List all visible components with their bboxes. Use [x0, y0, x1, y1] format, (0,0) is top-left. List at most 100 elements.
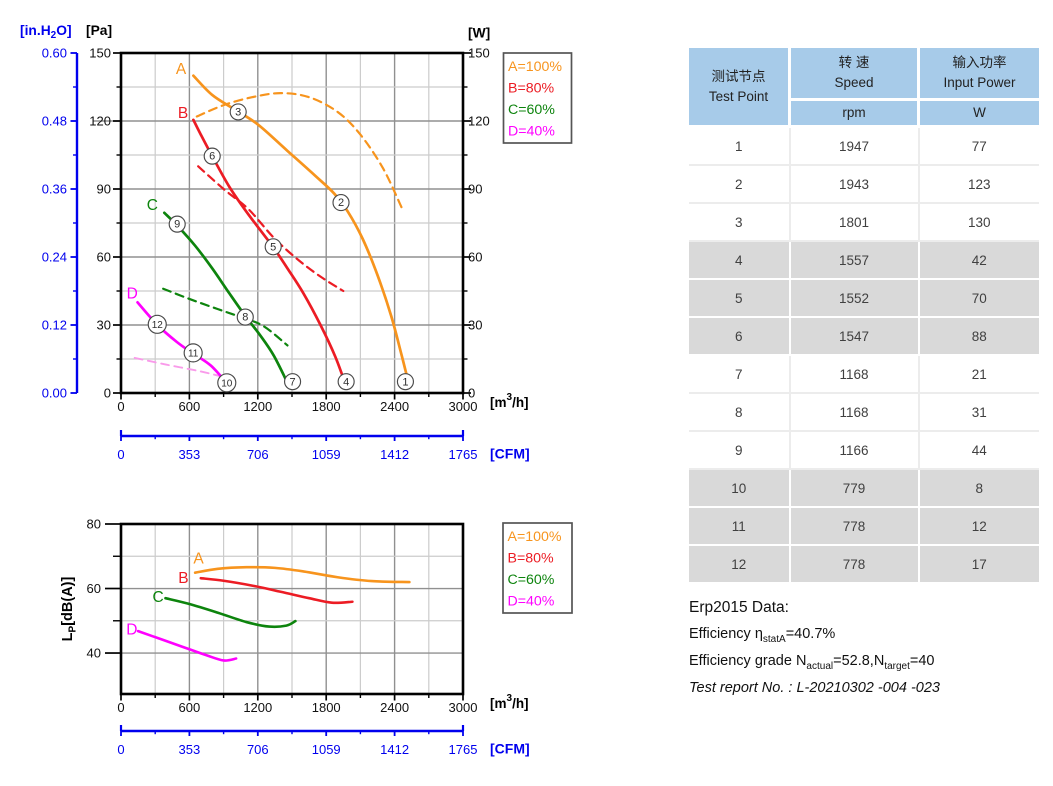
inh2o-axis: 0.60 0.48 0.36 0.24 0.12 0.00 [in.H2O] [20, 23, 79, 401]
header-input-power: 输入功率 Input Power [918, 48, 1039, 101]
x-tick-label: 1800 [312, 399, 341, 414]
curve-label-D: D [126, 621, 137, 638]
x-tick-label: 3000 [449, 399, 478, 414]
x-tick-label: 600 [179, 700, 201, 715]
marker-circle-10 [217, 373, 237, 393]
curve-label-C: C [152, 589, 163, 606]
curve-B-noise [199, 576, 354, 605]
cfm-tick-label: 706 [247, 447, 269, 462]
cell-speed: 1166 [789, 431, 920, 470]
cfm-tick-label: 1412 [380, 447, 409, 462]
curve-label-A: A [193, 551, 204, 568]
cell-point: 4 [689, 241, 791, 280]
inh2o-tick-label: 0.36 [42, 182, 67, 197]
erp-grade-line: Efficiency grade Nactual=52.8,Ntarget=40 [689, 652, 935, 672]
cell-speed: 778 [789, 507, 920, 546]
cell-speed: 1547 [789, 317, 920, 356]
curves [136, 565, 411, 662]
cfm-axis: 0 353 706 1059 1412 1765 [CFM] [117, 725, 530, 757]
test-data-panel: 测试节点 Test Point 转 速 Speed 输入功率 Input Pow… [689, 48, 1039, 696]
cell-point: 1 [689, 126, 791, 166]
table-row: 12 778 17 [689, 545, 1039, 584]
table-row: 3 1801 130 [689, 203, 1039, 242]
x-tick-label: 1800 [312, 700, 341, 715]
x-tick-label: 1200 [243, 700, 272, 715]
db-axis-title: LP[dB(A)] [60, 577, 79, 642]
test-report-number: Test report No. : L-20210302 -004 -023 [689, 679, 940, 696]
curve-D-noise [136, 629, 238, 662]
cell-speed: 1557 [789, 241, 920, 280]
header-test-point-zh: 测试节点 [711, 68, 766, 84]
w-tick-label: 30 [468, 318, 482, 333]
header-speed-zh: 转 速 [838, 55, 870, 71]
inh2o-axis-title: [in.H2O] [20, 23, 72, 41]
x-axis-unit: [m3/h] [490, 693, 529, 711]
performance-charts: 123456789101112ABCD1501209060300[Pa]0.60… [20, 23, 573, 757]
cell-speed: 1552 [789, 279, 920, 318]
table-row: 10 779 8 [689, 469, 1039, 508]
inh2o-tick-label: 0.24 [42, 250, 67, 265]
table-row: 1 1947 77 [689, 126, 1039, 166]
table-row: 2 1943 123 [689, 165, 1039, 204]
cell-power: 130 [918, 203, 1039, 242]
curve-C-pressure [162, 211, 290, 386]
cell-power: 12 [918, 507, 1039, 546]
w-tick-label: 150 [468, 46, 490, 61]
inh2o-tick-label: 0.48 [42, 114, 67, 129]
table-row: 8 1168 31 [689, 393, 1039, 432]
header-power-unit: W [918, 99, 1039, 128]
cell-speed: 1168 [789, 393, 920, 432]
x-tick-label: 3000 [449, 700, 478, 715]
curve-letter-labels: A B C D [127, 61, 189, 302]
marker-circle-2 [332, 194, 350, 212]
marker-number-10: 10 [221, 378, 233, 389]
db-tick-label: 60 [87, 581, 101, 596]
x-tick-label: 2400 [380, 700, 409, 715]
inh2o-tick-label: 0.00 [42, 386, 67, 401]
table-body: 1 1947 77 2 1943 123 3 1801 130 4 1557 42 5 1552 70 6 15… [689, 126, 1039, 584]
cfm-tick-label: 1059 [312, 742, 341, 757]
curve-label-A: A [176, 61, 187, 78]
pa-axis-title: [Pa] [86, 23, 112, 38]
cell-speed: 1947 [789, 126, 920, 166]
w-tick-label: 0 [468, 386, 475, 401]
curve-label-B: B [178, 570, 188, 587]
marker-number-12: 12 [152, 320, 164, 331]
marker-circle-4 [337, 373, 355, 391]
curve-A-power [195, 92, 403, 209]
x-tick-label: 1200 [243, 399, 272, 414]
header-input-power-zh: 输入功率 [952, 55, 1007, 71]
pa-tick-label: 30 [97, 318, 111, 333]
w-axis: 150 120 90 60 30 0 [W] [463, 26, 490, 401]
cell-point: 9 [689, 431, 791, 470]
legend-item: B=80% [508, 81, 555, 97]
cfm-tick-label: 353 [179, 447, 201, 462]
curve-B-power [197, 165, 345, 293]
curve-A-noise [193, 565, 411, 584]
marker-circle-8 [236, 308, 254, 326]
marker-number-9: 9 [174, 219, 180, 231]
cell-power: 17 [918, 545, 1039, 584]
curve-D-pressure [136, 300, 231, 388]
curve-label-B: B [178, 105, 188, 122]
legend-item: C=60% [508, 102, 555, 118]
marker-circle-6 [203, 147, 221, 165]
table-row: 5 1552 70 [689, 279, 1039, 318]
test-point-table: 测试节点 Test Point 转 速 Speed 输入功率 Input Pow… [689, 48, 1039, 584]
curve-A-pressure [192, 74, 411, 388]
legend-item: B=80% [508, 551, 555, 567]
legend: A=100% B=80% C=60% D=40% [502, 52, 573, 144]
header-speed: 转 速 Speed [789, 48, 920, 101]
cell-power: 44 [918, 431, 1039, 470]
marker-number-1: 1 [402, 376, 408, 388]
cell-speed: 1801 [789, 203, 920, 242]
marker-number-11: 11 [188, 348, 199, 359]
table-row: 7 1168 21 [689, 355, 1039, 394]
curve-label-C: C [147, 197, 158, 214]
erp-data-block: Erp2015 Data: Efficiency ηstatA=40.7% Ef… [689, 599, 1037, 696]
legend-item: D=40% [508, 594, 555, 610]
cell-power: 21 [918, 355, 1039, 394]
table-row: 6 1547 88 [689, 317, 1039, 356]
marker-number-6: 6 [209, 151, 215, 163]
legend-item: A=100% [508, 59, 562, 75]
